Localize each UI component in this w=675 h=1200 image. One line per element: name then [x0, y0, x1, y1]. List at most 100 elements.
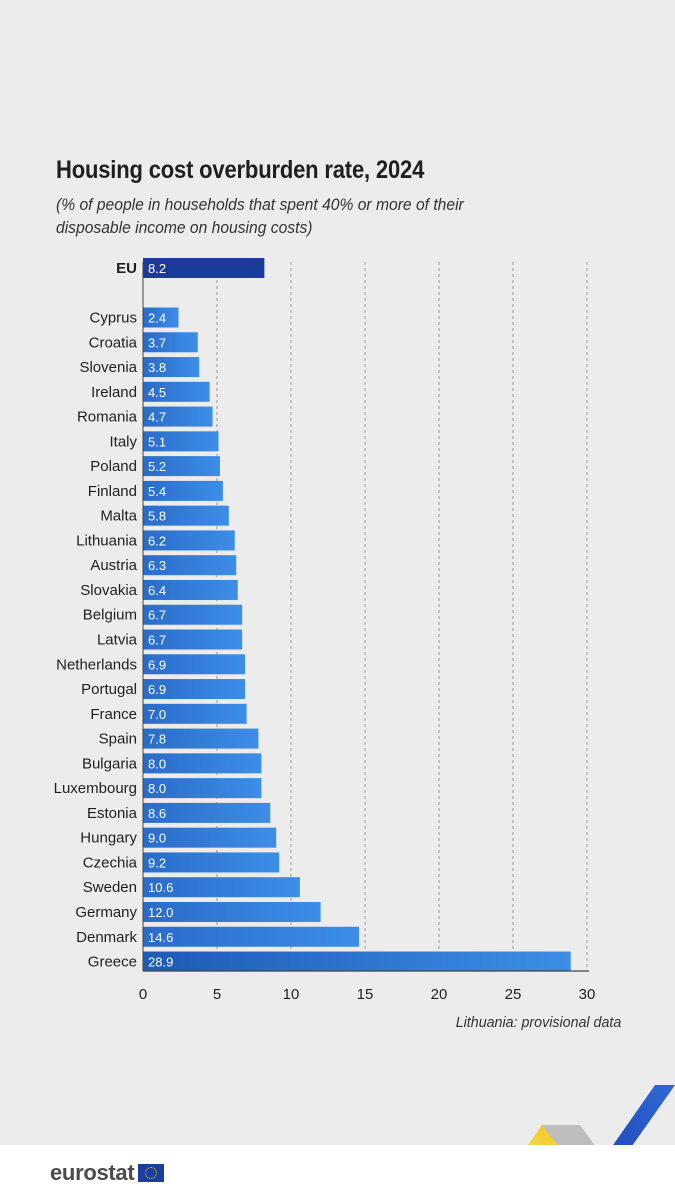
- bar: [143, 852, 280, 873]
- brand-name: eurostat: [50, 1160, 135, 1185]
- bar: [143, 901, 321, 922]
- bar: [143, 381, 210, 402]
- data-label: 7.0: [148, 707, 166, 722]
- bar: [143, 456, 220, 477]
- category-label: Cyprus: [89, 310, 137, 327]
- data-label: 9.2: [148, 855, 166, 870]
- bar: [143, 679, 246, 700]
- x-tick-label: 10: [283, 986, 300, 1003]
- eurostat-logo: eurostat: [50, 1160, 165, 1186]
- bar: [143, 778, 262, 799]
- bar: [143, 307, 179, 328]
- data-label: 8.6: [148, 806, 166, 821]
- category-label: France: [90, 706, 137, 723]
- data-label: 6.9: [148, 657, 166, 672]
- category-label: Luxembourg: [54, 780, 137, 797]
- category-label: Poland: [90, 458, 137, 475]
- data-label: 3.8: [148, 360, 166, 375]
- bar: [143, 802, 271, 823]
- category-label: Greece: [88, 954, 137, 971]
- category-label: Croatia: [89, 334, 138, 351]
- category-label: Sweden: [83, 879, 137, 896]
- data-label: 8.0: [148, 781, 166, 796]
- category-label: EU: [116, 260, 137, 277]
- x-tick-label: 15: [357, 986, 374, 1003]
- bar: [143, 604, 243, 625]
- data-label: 28.9: [148, 955, 173, 970]
- category-label: Czechia: [83, 854, 138, 871]
- category-label: Lithuania: [76, 532, 138, 549]
- bar: [143, 505, 229, 526]
- category-label: Austria: [90, 557, 137, 574]
- bar: [143, 357, 200, 378]
- data-label: 4.5: [148, 385, 166, 400]
- bar: [143, 629, 243, 650]
- bar: [143, 332, 198, 353]
- category-label: Malta: [100, 508, 137, 525]
- bar: [143, 728, 259, 749]
- bar: [143, 877, 300, 898]
- data-label: 3.7: [148, 335, 166, 350]
- category-label: Denmark: [76, 929, 137, 946]
- chart-subtitle: (% of people in households that spent 40…: [56, 195, 464, 237]
- bar: [143, 579, 238, 600]
- data-label: 6.9: [148, 682, 166, 697]
- category-label: Slovakia: [80, 582, 137, 599]
- data-label: 5.4: [148, 484, 166, 499]
- bar: [143, 406, 213, 427]
- bar: [143, 654, 246, 675]
- data-label: 5.2: [148, 459, 166, 474]
- data-label: 10.6: [148, 880, 173, 895]
- x-tick-label: 25: [505, 986, 522, 1003]
- chart-title: Housing cost overburden rate, 2024: [56, 156, 425, 184]
- data-label: 5.1: [148, 434, 166, 449]
- data-label: 9.0: [148, 831, 166, 846]
- bar-eu: [143, 258, 265, 278]
- bar: [143, 480, 223, 501]
- bar: [143, 555, 237, 576]
- data-label: 8.0: [148, 756, 166, 771]
- bar: [143, 951, 571, 972]
- bar: [143, 926, 360, 947]
- bar: [143, 431, 219, 452]
- data-label: 5.8: [148, 509, 166, 524]
- category-label: Ireland: [91, 384, 137, 401]
- x-tick-label: 30: [579, 986, 596, 1003]
- bar-chart: EU 8.2 Cyprus 2.4 Croatia 3.7 Slovenia 3.8 Irela…: [54, 258, 596, 1003]
- data-label: 4.7: [148, 410, 166, 425]
- data-label: 7.8: [148, 732, 166, 747]
- bar: [143, 703, 247, 724]
- eu-flag-icon: [138, 1164, 165, 1182]
- data-label: 6.4: [148, 583, 166, 598]
- data-label: 6.7: [148, 608, 166, 623]
- category-label: Netherlands: [56, 656, 137, 673]
- category-label: Belgium: [83, 607, 137, 624]
- data-label: 2.4: [148, 311, 166, 326]
- category-label: Bulgaria: [82, 755, 138, 772]
- category-label: Romania: [77, 409, 138, 426]
- category-label: Estonia: [87, 805, 138, 822]
- footnote: Lithuania: provisional data: [455, 1014, 621, 1031]
- category-label: Finland: [88, 483, 137, 500]
- category-label: Portugal: [81, 681, 137, 698]
- data-label: 12.0: [148, 905, 173, 920]
- data-label: 6.2: [148, 533, 166, 548]
- category-label: Germany: [75, 904, 137, 921]
- bar: [143, 827, 277, 848]
- data-label: 14.6: [148, 930, 173, 945]
- x-tick-label: 5: [213, 986, 221, 1003]
- data-label: 6.3: [148, 558, 166, 573]
- category-label: Latvia: [97, 632, 138, 649]
- footer-bar: eurostat: [0, 1145, 675, 1200]
- x-tick-label: 20: [431, 986, 448, 1003]
- x-tick-label: 0: [139, 986, 147, 1003]
- data-label: 8.2: [148, 261, 166, 276]
- title-block: Housing cost overburden rate, 2024 (% of…: [56, 156, 656, 239]
- category-label: Italy: [109, 433, 137, 450]
- bar: [143, 530, 235, 551]
- data-label: 6.7: [148, 633, 166, 648]
- category-label: Slovenia: [79, 359, 137, 376]
- category-label: Spain: [99, 731, 137, 748]
- category-label: Hungary: [80, 830, 137, 847]
- bar: [143, 753, 262, 774]
